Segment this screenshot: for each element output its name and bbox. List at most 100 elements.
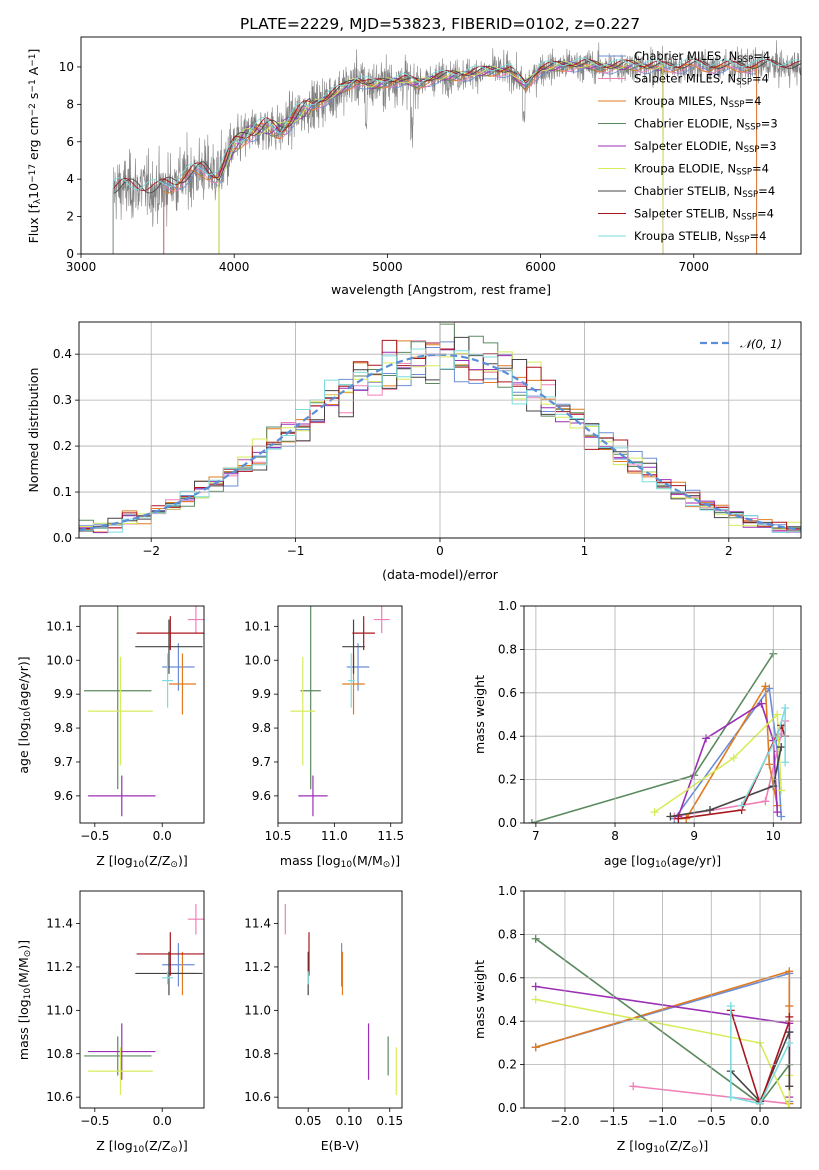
age-vs-mass-panel: 10.5 11.0 11.5 9.6 9.7 9.8 9.9 10.0 10.1 mass [lo… [244,605,404,870]
y-tick-label: 0.0 [498,816,517,830]
x-tick-label: 8 [611,829,619,843]
y-tick-label: 9.7 [54,755,73,769]
errorbar-point-salpeter-elodie [88,775,156,817]
y-axis-label: mass [log10(M/M⊙)] [16,940,33,1060]
legend-entry: Chabrier STELIB, NSSP=4 [634,184,775,200]
spectrum-panel: 3000 4000 5000 6000 7000 0 2 4 6 8 10 Chabrier MILE… [26,36,802,297]
legend-name: Chabrier STELIB [634,184,726,198]
weight-marker [785,1012,794,1021]
spectrum-plot-area [112,40,801,254]
y-axis-label-part: (age/yr)] [16,656,31,711]
y-tick-label: 6 [66,135,74,149]
model-line-salpeter-miles [163,64,758,254]
weight-marker [773,808,782,817]
x-axis-label-part: ⊙ [383,860,391,870]
legend-entry: Kroupa MILES, NSSP=4 [634,94,761,110]
y-tick-label: 11.2 [244,960,271,974]
y-tick-label: 9.9 [54,687,73,701]
x-axis-label-part: )] [178,853,188,868]
mass-vs-ebv-plot-area [284,904,397,1095]
y-axis-label: mass weight [472,960,487,1039]
y-tick-label: 11.0 [46,1003,73,1017]
y-tick-label: 11.4 [244,917,271,931]
y-axis-label-part: (M/M [16,957,31,988]
errorbar-point-kroupa-elodie [290,656,316,766]
x-axis-label-part: 10 [341,860,353,870]
errorbar-point-salpeter-stelib [352,616,375,651]
y-axis-label-part: A [26,66,41,79]
weight-marker [781,703,790,712]
legend-nssp: 3 [770,117,777,131]
weight-marker [777,812,786,821]
x-tick-label: −1 [287,544,305,558]
errorbar-point-kroupa-elodie [88,1047,153,1095]
errorbar-point-kroupa-miles [168,653,196,715]
x-tick-label: 0.0 [153,1114,172,1128]
x-axis-label-part: mass [log [280,853,341,868]
legend-entry: Salpeter STELIB, NSSP=4 [634,207,774,223]
y-axis-label-part: ] [26,49,41,54]
weight-marker [629,1082,638,1091]
weight-marker [737,801,746,810]
x-tick-label: 7000 [678,260,709,274]
x-tick-label: 11.0 [321,829,348,843]
weight-marker [674,814,683,823]
y-tick-label: 10.0 [244,653,271,667]
model-line-salpeter-stelib [112,58,801,254]
y-axis-label: mass weight [472,675,487,754]
weight-marker [531,934,540,943]
x-axis-label: wavelength [Angstrom, rest frame] [331,282,551,297]
y-axis-label-part: Flux [f [26,204,41,244]
x-axis-label-part: (age/yr)] [666,853,721,868]
errorbar-point-chabrier-stelib [342,619,365,674]
legend-name: Salpeter STELIB [634,207,725,221]
x-axis-label: E(B-V) [321,1138,360,1153]
weight-marker [785,1002,794,1011]
weight-marker [761,797,770,806]
legend-entry: Chabrier ELODIE, NSSP=3 [634,117,778,133]
weight-marker [531,1043,540,1052]
y-axis-label-part: 10 [26,183,41,199]
x-axis-label-part: 10 [655,860,667,870]
weight-marker [650,808,659,817]
errorbar-point-chabrier-stelib [135,619,203,674]
legend-nssp: 4 [762,162,769,176]
x-axis-label: Z [log10(Z/Z⊙)] [617,1138,708,1155]
y-axis-label-part: 10 [23,988,33,1000]
y-tick-label: 0.8 [498,642,517,656]
y-tick-label: 0.2 [498,773,517,787]
errorbar-point-salpeter-stelib [136,932,204,976]
x-axis-label-part: ⊙ [170,1145,178,1155]
model-line-chabrier-elodie [218,62,664,254]
y-tick-label: 0.3 [53,393,72,407]
figure-title: PLATE=2229, MJD=53823, FIBERID=0102, z=0… [240,15,640,33]
model-line-chabrier-stelib [112,59,801,254]
y-tick-label: 11.4 [46,917,73,931]
x-axis-label-part: Z [log [96,1138,132,1153]
axes-frame [523,890,802,1109]
y-axis-label: Flux [fλ10−17 erg cm−2 s−1 A−1] [26,49,43,244]
legend-name: Kroupa STELIB [634,229,718,243]
x-axis-label: age [log10(age/yr)] [604,853,721,870]
x-tick-label: 0.05 [295,1114,322,1128]
x-axis-label: mass [log10(M/M⊙)] [280,853,400,870]
y-tick-label: 0.8 [498,927,517,941]
x-tick-label: 6000 [525,260,556,274]
y-axis-label: age [log10(age/yr)] [16,656,33,773]
y-tick-label: 0.4 [53,347,72,361]
x-axis-label-part: Z [log [96,853,132,868]
weight-marker [757,699,766,708]
legend-entry: Salpeter ELODIE, NSSP=3 [634,139,777,155]
errorbar-point-salpeter-elodie [298,775,328,817]
y-tick-label: 0.4 [498,729,517,743]
y-tick-label: 0.0 [53,531,72,545]
y-axis-label-part: λ [33,198,43,204]
legend-name: Kroupa ELODIE [634,162,720,176]
y-tick-label: 9.8 [54,721,73,735]
x-tick-label: 2 [725,544,733,558]
y-axis-label-part: erg cm [26,116,41,164]
errorbar-point-kroupa-stelib [162,971,173,985]
legend-entry: Salpeter MILES, NSSP=4 [634,72,769,88]
